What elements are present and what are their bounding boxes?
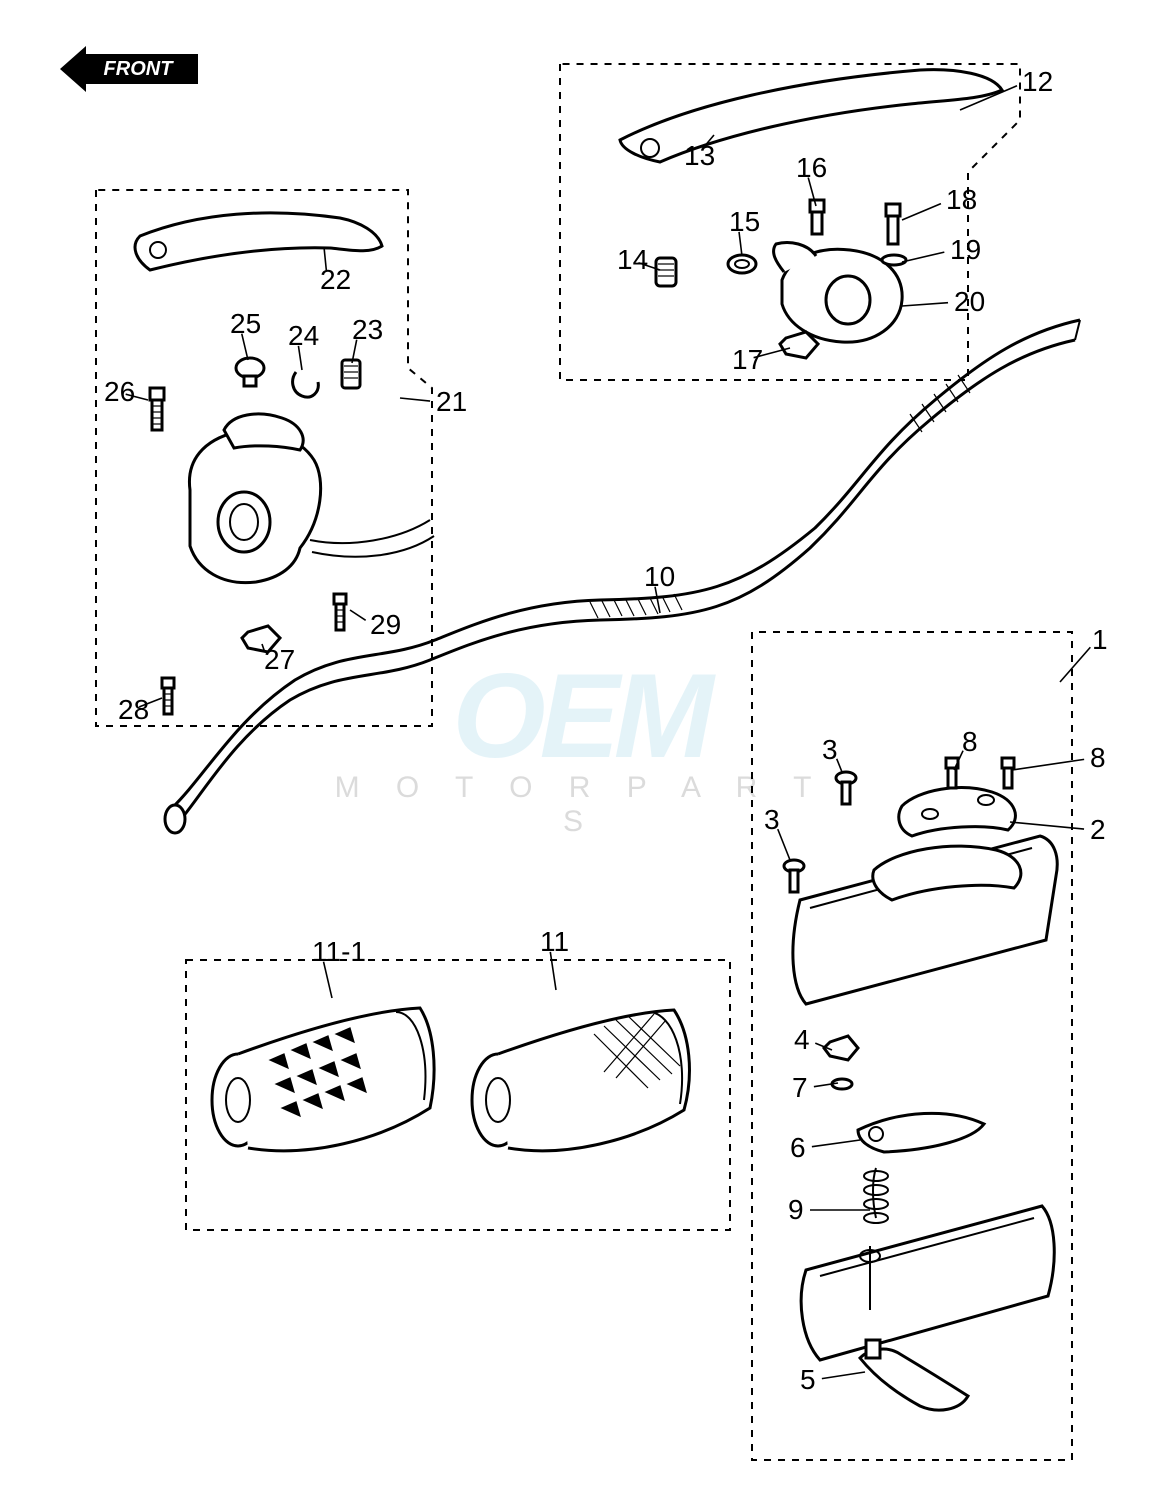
callout-12: 12 [1022,66,1053,98]
callout-1: 1 [1092,624,1108,656]
callout-8a: 8 [1090,742,1106,774]
leader-lines [126,86,1091,1379]
callout-9: 9 [788,1194,804,1226]
callout-15: 15 [729,206,760,238]
callout-2: 2 [1090,814,1106,846]
callout-22: 22 [320,264,351,296]
callout-20: 20 [954,286,985,318]
callout-21: 21 [436,386,467,418]
callout-5: 5 [800,1364,816,1396]
part-brake-lever-assy [620,70,1002,358]
callout-23: 23 [352,314,383,346]
callout-8b: 8 [962,726,978,758]
callout-17: 17 [732,344,763,376]
part-grip-patterned [212,1008,434,1151]
callout-6: 6 [790,1132,806,1164]
callout-10: 10 [644,561,675,593]
callout-28: 28 [118,694,149,726]
callout-16: 16 [796,152,827,184]
callout-18: 18 [946,184,977,216]
callout-24: 24 [288,320,319,352]
diagram-stage: FRONT OEM M O T O R P A R T S [0,0,1153,1509]
callout-11-1: 11-1 [312,936,366,968]
part-grip-plain [472,1010,689,1151]
callout-26: 26 [104,376,135,408]
callout-4: 4 [794,1024,810,1056]
callout-13: 13 [684,140,715,172]
callout-25: 25 [230,308,261,340]
parts-diagram-svg [0,0,1153,1509]
callout-3a: 3 [822,734,838,766]
callout-11: 11 [540,926,569,958]
callout-14: 14 [617,244,648,276]
callout-29: 29 [370,609,401,641]
callout-3b: 3 [764,804,780,836]
callout-27: 27 [264,644,295,676]
callout-19: 19 [950,234,981,266]
callout-7: 7 [792,1072,808,1104]
part-throttle-case-assy [784,758,1057,1410]
